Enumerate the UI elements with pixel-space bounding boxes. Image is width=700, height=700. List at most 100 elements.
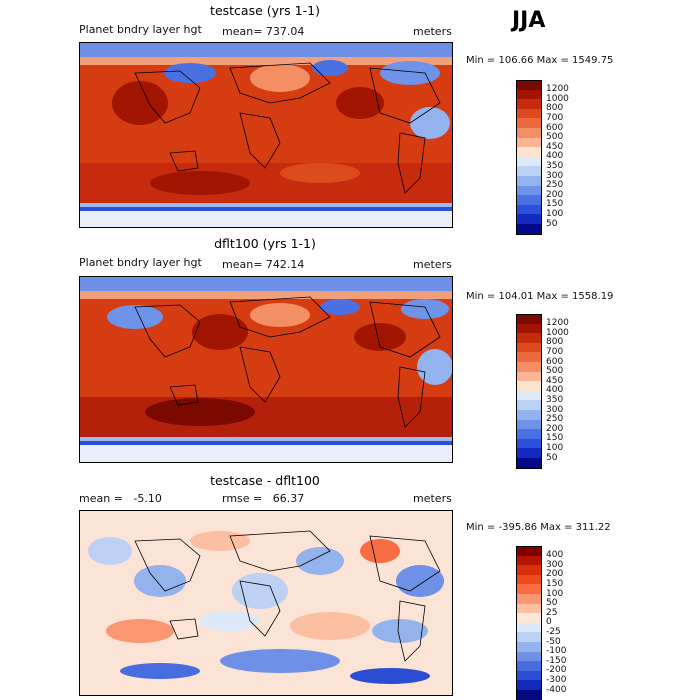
colorbar-tick-label: 25 [546,607,558,618]
colorbar-tick-label: 700 [546,346,564,357]
colorbar-swatch [516,176,542,186]
colorbar-tick-label: 800 [546,103,564,114]
panel-3-rmse-label: rmse = 66.37 [222,492,305,505]
colorbar-swatch [516,323,542,334]
colorbar-swatch [516,642,542,652]
colorbar-swatch [516,680,542,690]
panel-1-map [79,42,453,228]
colorbar-tick-label: 200 [546,189,564,200]
colorbar-swatch [516,390,542,401]
colorbar-tick-label: 1200 [546,84,569,95]
colorbar-tick-label: 1000 [546,93,569,104]
colorbar-tick-label: 50 [546,598,558,609]
colorbar-tick-label: 100 [546,442,564,453]
season-label: JJA [512,8,546,33]
colorbar-tick-label: 150 [546,578,564,589]
colorbar-tick-label: 500 [546,366,564,377]
panel-2-minmax: Min = 104.01 Max = 1558.19 [466,291,614,302]
colorbar-tick-label: 450 [546,375,564,386]
panel-3-map [79,510,453,696]
panel-1-variable-label: Planet bndry layer hgt [79,23,202,36]
colorbar-swatch [516,314,542,325]
colorbar-tick-label: 200 [546,423,564,434]
panel-3-minmax: Min = -395.86 Max = 311.22 [466,522,611,533]
colorbar-swatch [516,594,542,604]
panel-1-mean-label: mean= 737.04 [222,25,305,38]
panel-2-map-svg [80,277,452,462]
colorbar-swatch [516,137,542,148]
colorbar-swatch [516,204,542,215]
colorbar-swatch [516,362,542,372]
colorbar-tick-label: 700 [546,112,564,123]
colorbar-tick-label: -200 [546,665,567,676]
colorbar-tick-label: -50 [546,636,561,647]
colorbar-tick-label: 150 [546,433,564,444]
panel-3-title: testcase - dflt100 [210,473,320,488]
colorbar-swatch [516,156,542,167]
panel-2-title: dflt100 (yrs 1-1) [214,236,316,251]
colorbar-swatch [516,555,542,566]
colorbar-tick-label: -400 [546,684,567,695]
colorbar-swatch [516,333,542,343]
colorbar-tick-label: 250 [546,414,564,425]
colorbar-tick-label: 300 [546,404,564,415]
panel-3-mean-label: mean = -5.10 [79,492,162,505]
panel-3-map-svg [80,511,452,695]
panel-2-mean-label: mean= 742.14 [222,258,305,271]
colorbar-swatch [516,438,542,449]
colorbar-swatch [516,613,542,623]
colorbar-swatch [516,429,542,439]
colorbar-tick-label: -25 [546,626,561,637]
colorbar-swatch [516,166,542,176]
colorbar-tick-label: 350 [546,160,564,171]
panel-1-minmax: Min = 106.66 Max = 1549.75 [466,55,614,66]
colorbar-swatch [516,603,542,614]
colorbar-tick-label: -150 [546,655,567,666]
colorbar-swatch [516,574,542,585]
colorbar-tick-label: 600 [546,356,564,367]
colorbar-tick-label: -300 [546,674,567,685]
colorbar-tick-label: -100 [546,646,567,657]
colorbar-swatch [516,342,542,353]
colorbar-swatch [516,690,542,700]
colorbar-tick-label: 350 [546,394,564,405]
colorbar-swatch [516,224,542,235]
colorbar-swatch [516,371,542,382]
colorbar-tick-label: 400 [546,550,564,561]
colorbar-swatch [516,651,542,662]
colorbar-tick-label: 50 [546,452,558,463]
colorbar-tick-label: 1000 [546,327,569,338]
colorbar-tick-label: 200 [546,569,564,580]
colorbar-swatch [516,565,542,575]
colorbar-tick-label: 100 [546,208,564,219]
panel-2-units-label: meters [413,258,452,271]
panel-1-map-svg [80,43,452,227]
panel-2-variable-label: Planet bndry layer hgt [79,256,202,269]
colorbar-swatch [516,89,542,100]
colorbar-swatch [516,80,542,91]
colorbar-swatch [516,661,542,671]
colorbar-swatch [516,632,542,642]
panel-1-units-label: meters [413,25,452,38]
colorbar-swatch [516,381,542,391]
colorbar-swatch [516,584,542,594]
colorbar-tick-label: 250 [546,180,564,191]
colorbar-tick-label: 450 [546,141,564,152]
colorbar-tick-label: 800 [546,337,564,348]
colorbar-tick-label: 1200 [546,318,569,329]
colorbar-swatch [516,546,542,557]
colorbar-swatch [516,185,542,196]
colorbar-swatch [516,99,542,109]
colorbar-swatch [516,128,542,138]
colorbar-swatch [516,448,542,458]
colorbar-swatch [516,108,542,119]
colorbar-tick-label: 400 [546,385,564,396]
colorbar-tick-label: 500 [546,132,564,143]
panel-1-title: testcase (yrs 1-1) [210,3,320,18]
colorbar-swatch [516,195,542,205]
colorbar-swatch [516,458,542,469]
colorbar-tick-label: 600 [546,122,564,133]
colorbar-tick-label: 300 [546,559,564,570]
colorbar-swatch [516,419,542,430]
